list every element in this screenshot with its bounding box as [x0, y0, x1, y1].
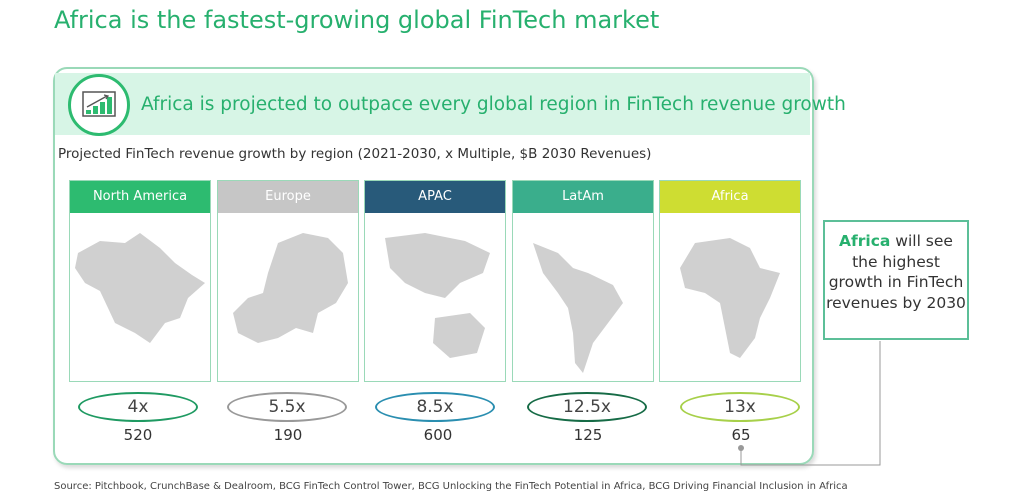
- callout-highlight: Africa: [839, 232, 891, 250]
- revenue-value: 520: [123, 426, 153, 444]
- growth-multiple-oval: 5.5x: [227, 392, 347, 422]
- region-card-europe: Europe: [217, 180, 359, 382]
- region-label: LatAm: [513, 181, 653, 213]
- page-title: Africa is the fastest-growing global Fin…: [54, 6, 660, 34]
- callout-text: will see the highest growth in FinTech r…: [826, 232, 966, 312]
- chart-subtitle: Projected FinTech revenue growth by regi…: [58, 146, 652, 162]
- growth-multiple-oval: 8.5x: [375, 392, 495, 422]
- revenue-value: 600: [423, 426, 453, 444]
- growth-multiple-oval: 4x: [78, 392, 198, 422]
- europe-map-icon: [233, 233, 348, 343]
- callout-box: Africa will see the highest growth in Fi…: [823, 220, 969, 340]
- headline: Africa is projected to outpace every glo…: [141, 94, 846, 115]
- region-card-latam: LatAm: [512, 180, 654, 382]
- region-card-africa: Africa: [659, 180, 801, 382]
- north-america-map-icon: [75, 233, 205, 343]
- latam-map-icon: [533, 243, 623, 373]
- revenue-value: 125: [573, 426, 603, 444]
- header-band: [55, 73, 810, 135]
- growth-chart-icon: [68, 74, 130, 136]
- growth-multiple-oval: 13x: [680, 392, 800, 422]
- revenue-value: 190: [273, 426, 303, 444]
- apac-map-icon: [385, 233, 490, 358]
- growth-multiple-oval: 12.5x: [527, 392, 647, 422]
- region-card-apac: APAC: [364, 180, 506, 382]
- africa-map-icon: [680, 238, 780, 358]
- region-label: APAC: [365, 181, 505, 213]
- region-label: Europe: [218, 181, 358, 213]
- region-label: North America: [70, 181, 210, 213]
- revenue-value: 65: [731, 426, 751, 444]
- source-note: Source: Pitchbook, CrunchBase & Dealroom…: [54, 481, 848, 492]
- region-label: Africa: [660, 181, 800, 213]
- content-card: [53, 67, 814, 465]
- region-card-north-america: North America: [69, 180, 211, 382]
